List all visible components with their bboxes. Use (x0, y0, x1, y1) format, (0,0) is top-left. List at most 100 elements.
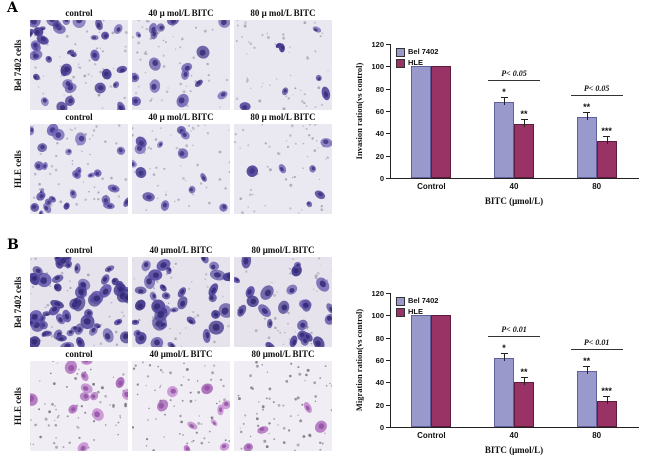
y-tick-mark (386, 155, 390, 157)
significance-marker: * (502, 342, 506, 353)
bar-bel-7402 (411, 315, 432, 427)
significance-marker: *** (601, 386, 612, 397)
micro-image-bel-80 (234, 257, 332, 347)
y-tick-label: 0 (379, 423, 384, 432)
plot-area (390, 44, 639, 179)
column-header: control (65, 8, 93, 18)
x-category-label: 40 (509, 182, 519, 191)
column-header: 80 μ mol/L BITC (250, 8, 316, 18)
y-tick-mark (386, 293, 390, 294)
invasion-chart: Invasion ration(vs control) 0 20 40 60 80 100 1… (352, 38, 644, 218)
micro-image-bel-control (30, 257, 128, 347)
x-category-label: 80 (592, 182, 602, 191)
row-label-hle: HLE cells (13, 150, 23, 188)
y-tick-label: 120 (371, 289, 384, 298)
legend-label: Bel 7402 (408, 296, 439, 305)
significance-marker: ** (583, 101, 591, 112)
p-value-label: P< 0.05 (501, 69, 527, 79)
significance-marker: ** (583, 356, 591, 367)
y-tick-mark (386, 133, 390, 135)
p-value-label: P< 0.05 (583, 83, 610, 93)
y-tick-label: 60 (375, 356, 384, 365)
row-label-bel7402: Bel 7402 cells (13, 39, 23, 91)
legend-swatch (396, 297, 405, 306)
micro-image-bel-control (30, 20, 128, 110)
micro-image-hle-40 (132, 361, 230, 451)
error-bar-line (504, 352, 505, 361)
micro-image-bel-40 (132, 20, 230, 110)
y-tick-label: 0 (379, 174, 384, 183)
row-label-bel7402: Bel 7402 cells (13, 276, 23, 328)
y-tick-label: 20 (375, 151, 384, 161)
y-tick-label: 100 (371, 62, 384, 72)
column-header: 40 μmol/L BITC (149, 245, 213, 255)
y-tick-label: 40 (375, 378, 384, 388)
error-bar-line (524, 377, 525, 386)
p-value-line (488, 335, 540, 337)
y-tick-label: 80 (375, 333, 384, 343)
bar-hle (596, 401, 617, 427)
x-category-label: Control (417, 182, 446, 191)
column-header: 80 μmol/L BITC (251, 349, 315, 359)
significance-marker: ** (520, 367, 528, 378)
y-tick-mark (386, 44, 390, 45)
column-header: 40 μ mol/L BITC (148, 8, 214, 18)
error-bar-line (606, 396, 608, 405)
y-tick-mark (386, 315, 390, 317)
error-bar-line (586, 111, 588, 120)
micro-image-hle-80 (234, 361, 332, 451)
column-header: control (65, 112, 93, 122)
plot-area (390, 293, 639, 428)
y-tick-label: 40 (375, 129, 384, 139)
y-tick-label: 20 (375, 400, 384, 410)
micro-image-hle-40 (132, 124, 230, 214)
error-bar-line (504, 97, 505, 106)
y-tick-label: 60 (375, 107, 384, 116)
legend-swatch (396, 308, 405, 317)
y-tick-mark (386, 427, 390, 428)
y-tick-label: 120 (371, 40, 384, 49)
x-category-label: 80 (592, 431, 602, 440)
micro-image-hle-control (30, 124, 128, 214)
bar-hle (431, 315, 452, 427)
bar-hle (514, 124, 534, 178)
panel-b: B control 40 μmol/L BITC 80 μmol/L BITC … (0, 237, 649, 473)
y-tick-label: 100 (371, 311, 384, 321)
y-tick-mark (386, 337, 390, 339)
bar-hle (596, 141, 617, 178)
y-tick-label: 80 (375, 84, 384, 94)
y-tick-mark (386, 360, 390, 361)
significance-marker: *** (601, 126, 612, 137)
legend-label: HLE (408, 307, 423, 316)
panel-a: A control 40 μ mol/L BITC 80 μ mol/L BIT… (0, 0, 649, 236)
micro-image-bel-80 (234, 20, 332, 110)
micro-image-hle-80 (234, 124, 332, 214)
column-header: 80 μmol/L BITC (251, 245, 315, 255)
x-axis-label: BITC (μmol/L) (484, 445, 544, 455)
micro-image-bel-40 (132, 257, 230, 347)
y-tick-mark (386, 88, 390, 90)
significance-marker: ** (520, 109, 528, 120)
legend-label: HLE (408, 58, 423, 67)
row-label-hle: HLE cells (13, 387, 23, 425)
panel-b-label: B (7, 237, 19, 253)
p-value-label: P< 0.01 (583, 338, 610, 348)
p-value-line (488, 80, 540, 82)
x-category-label: 40 (509, 431, 519, 440)
error-bar-line (606, 136, 608, 145)
legend-label: Bel 7402 (408, 47, 439, 56)
bar-hle (514, 382, 534, 427)
bar-bel-7402 (576, 371, 597, 427)
micro-image-hle-control (30, 361, 128, 451)
p-value-label: P< 0.01 (501, 324, 527, 334)
p-value-line (570, 349, 623, 351)
column-header: 40 μmol/L BITC (149, 349, 213, 359)
bar-hle (431, 66, 452, 178)
error-bar-line (524, 119, 525, 128)
y-tick-mark (386, 404, 390, 406)
x-axis-label: BITC (μmol/L) (484, 196, 544, 206)
p-value-line (570, 94, 623, 96)
y-tick-mark (386, 382, 390, 384)
y-tick-mark (386, 178, 390, 179)
